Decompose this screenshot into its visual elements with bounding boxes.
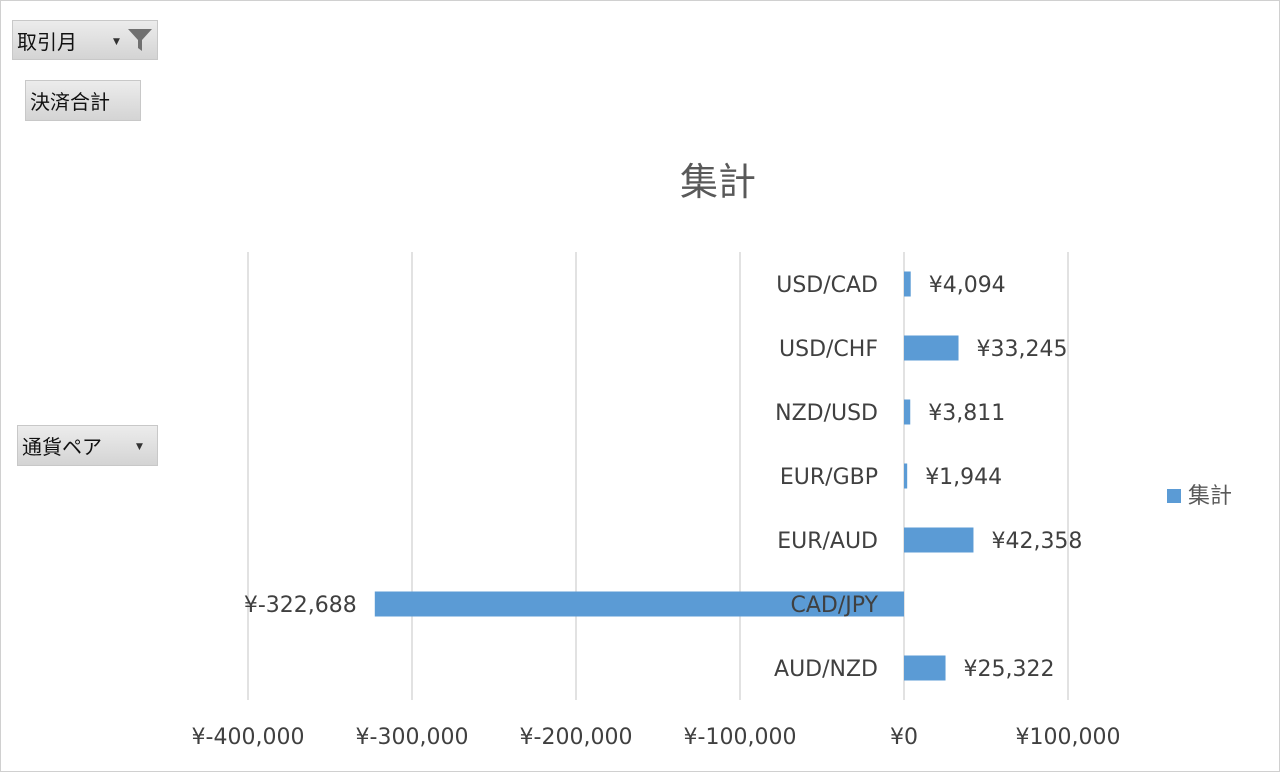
row-field-button[interactable]: 通貨ペア ▼: [17, 425, 158, 466]
filter-field-label: 取引月: [17, 29, 77, 54]
filter-icon[interactable]: [125, 25, 155, 55]
values-field-label: 決済合計: [30, 90, 110, 114]
chevron-down-icon[interactable]: ▼: [113, 37, 120, 47]
values-field-button[interactable]: 決済合計: [25, 80, 141, 121]
filter-field-button[interactable]: 取引月 ▼: [12, 20, 158, 60]
chevron-down-icon[interactable]: ▼: [136, 442, 143, 452]
row-field-label: 通貨ペア: [22, 435, 102, 459]
